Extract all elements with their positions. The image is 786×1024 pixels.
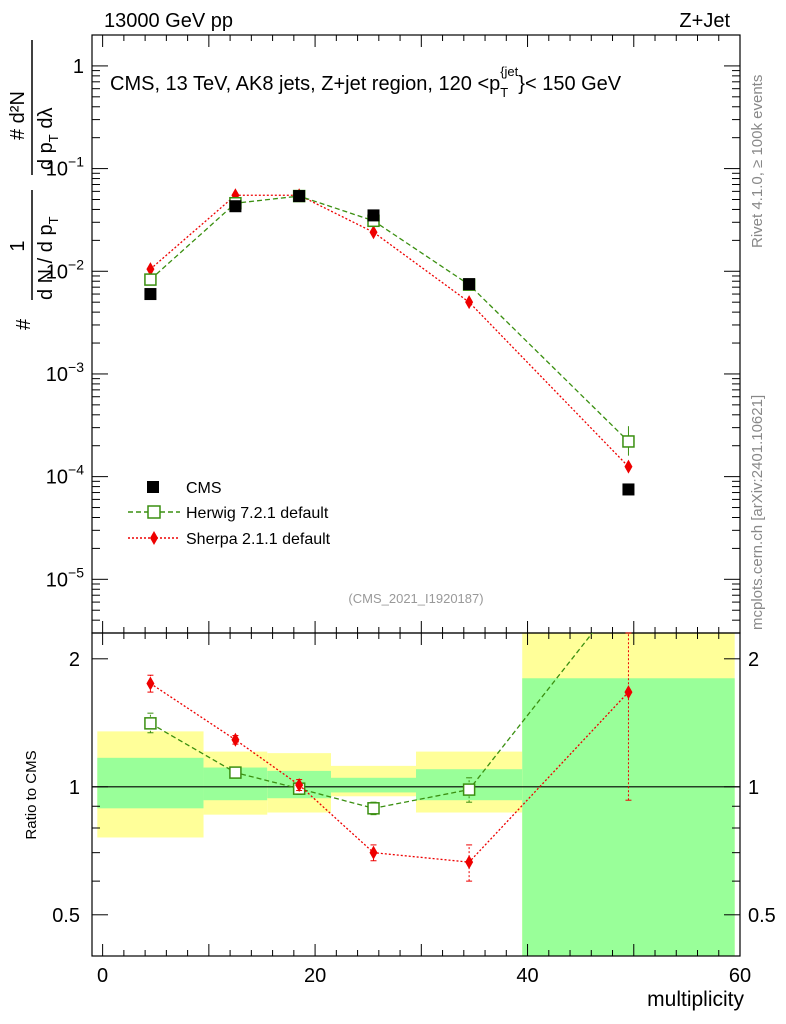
- svg-text:# d²N: # d²N: [7, 91, 29, 140]
- main-y-tick-label: 10−3: [46, 359, 84, 386]
- herwig-line: [149, 195, 629, 442]
- analysis-id: (CMS_2021_I1920187): [348, 591, 483, 606]
- legend-herwig-label: Herwig 7.2.1 default: [186, 505, 329, 522]
- cms-point: [293, 190, 306, 203]
- main-ylabel: # 1 d N / d pT # d²N d pT dλ: [7, 40, 61, 330]
- herwig-point: [622, 435, 635, 448]
- legend-cms-label: CMS: [186, 480, 222, 497]
- herwig-ratio-point: [229, 766, 242, 779]
- sherpa-point: [146, 262, 155, 277]
- plot-title: CMS, 13 TeV, AK8 jets, Z+jet region, 120…: [110, 64, 622, 100]
- sherpa-ratio-point: [624, 685, 633, 700]
- legend-herwig-marker: [147, 505, 161, 519]
- ratio-plot-frame: [91, 632, 741, 957]
- ratio-ylabel: Ratio to CMS: [23, 750, 40, 839]
- herwig-ratio-line: [150, 633, 594, 809]
- x-tick-label: 0: [97, 965, 108, 987]
- main-series: [144, 188, 635, 496]
- sherpa-ratio-point: [146, 676, 155, 691]
- legend-sherpa-label: Sherpa 2.1.1 default: [186, 531, 331, 548]
- sherpa-point: [624, 459, 633, 474]
- ratio-y-tick-label: 2: [69, 649, 80, 671]
- legend-sherpa-marker: [150, 531, 158, 545]
- svg-text:#: #: [13, 318, 35, 330]
- ratio-series: [144, 632, 633, 882]
- cms-point: [229, 200, 242, 213]
- main-y-axis: 1 10−1 10−2 10−3 10−4 10−5: [46, 34, 740, 634]
- ratio-y-tick-label-right: 1: [748, 777, 759, 799]
- ratio-y-axis: 2 2 1 1 0.5 0.5: [52, 649, 776, 927]
- ratio-y-tick-label: 1: [69, 777, 80, 799]
- rivet-label: Rivet 4.1.0, ≥ 100k events: [749, 75, 766, 248]
- main-y-tick-label: 10−2: [46, 256, 84, 283]
- ratio-x-axis: 0 20 40 60: [97, 633, 751, 987]
- ratio-y-tick-label: 0.5: [52, 905, 80, 927]
- sherpa-point: [369, 225, 378, 240]
- svg-text:d N / d pT: d N / d pT: [35, 216, 61, 300]
- herwig-ratio-point: [462, 783, 476, 796]
- sherpa-ratio-line: [150, 682, 629, 863]
- cms-point: [367, 209, 380, 222]
- svg-text:1: 1: [7, 240, 29, 251]
- x-axis-label: multiplicity: [647, 988, 744, 1011]
- ratio-y-tick-label-right: 2: [748, 649, 759, 671]
- green-band: [522, 678, 735, 956]
- green-band: [97, 757, 204, 809]
- process-label: Z+Jet: [679, 10, 730, 32]
- legend-cms-marker: [147, 481, 159, 493]
- ratio-y-tick-label-right: 0.5: [748, 905, 776, 927]
- cms-point: [144, 288, 157, 301]
- legend: CMS Herwig 7.2.1 default Sherpa 2.1.1 de…: [128, 480, 331, 548]
- energy-label: 13000 GeV pp: [104, 10, 233, 32]
- x-tick-label: 20: [304, 965, 326, 987]
- sherpa-line: [149, 194, 629, 468]
- main-x-axis-ticks: [102, 35, 741, 633]
- sherpa-ratio-point: [295, 777, 304, 792]
- herwig-ratio-point: [144, 717, 157, 730]
- cms-point: [463, 278, 476, 291]
- green-band: [331, 777, 416, 793]
- herwig-ratio-point: [367, 802, 380, 815]
- cms-point: [622, 483, 635, 496]
- svg-text:d pT dλ: d pT dλ: [35, 108, 61, 170]
- sherpa-point: [465, 295, 474, 310]
- x-tick-label: 40: [516, 965, 538, 987]
- sherpa-ratio-point: [465, 855, 474, 870]
- main-y-tick-label: 10−4: [46, 462, 84, 489]
- sherpa-ratio-point: [231, 732, 240, 747]
- herwig-point: [144, 273, 157, 286]
- x-tick-label: 60: [729, 965, 751, 987]
- main-y-tick-label: 10−5: [46, 564, 84, 591]
- mcplots-label: mcplots.cern.ch [arXiv:2401.10621]: [749, 395, 766, 630]
- main-y-tick-label: 1: [73, 56, 84, 78]
- main-y-tick-label: 10−1: [46, 154, 84, 181]
- sherpa-ratio-point: [369, 845, 378, 860]
- ratio-uncertainty-bands: [97, 633, 735, 956]
